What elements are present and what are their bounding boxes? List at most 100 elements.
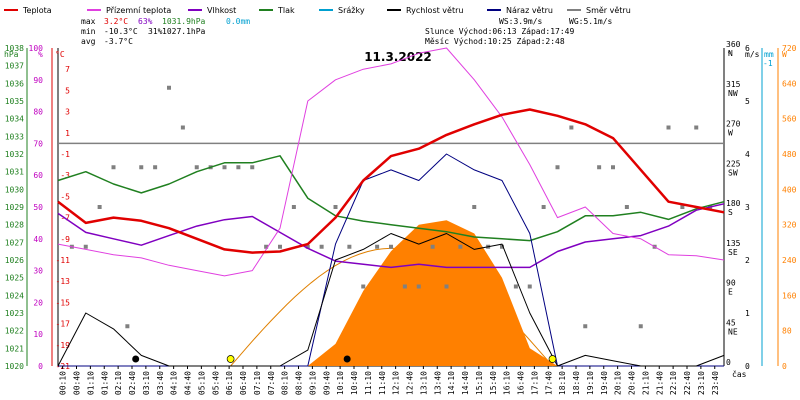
x-tick-label: 09:10 xyxy=(308,371,317,395)
temp-tick-label: -1 xyxy=(60,150,70,159)
pct-tick-label: 20 xyxy=(33,298,43,307)
x-tick-label: 08:40 xyxy=(295,371,304,395)
ms-tick-label: 1 xyxy=(745,309,750,318)
wind-direction-point xyxy=(513,284,518,289)
x-tick-label: 01:40 xyxy=(100,371,109,395)
pct-axis-title: % xyxy=(38,50,43,59)
legend: Teplota Přízemní teplota Vlhkost Tlak Srážky… xyxy=(4,6,631,15)
x-tick-label: 05:10 xyxy=(197,371,206,395)
hpa-tick-label: 1034 xyxy=(5,115,24,124)
ms-tick-label: 3 xyxy=(745,203,750,212)
x-tick-label: 14:40 xyxy=(461,371,470,395)
legend-label: Srážky xyxy=(338,6,365,15)
w-tick-label: 160 xyxy=(782,291,797,300)
temp-tick-label: -19 xyxy=(56,341,71,350)
stat-text: WS:3.9m/s xyxy=(499,17,543,26)
x-tick-label: 16:10 xyxy=(503,371,512,395)
w-axis-title: W xyxy=(782,50,787,59)
ground-temperature-line xyxy=(57,47,725,277)
pct-tick-label: 100 xyxy=(29,44,44,53)
x-tick-label: 07:10 xyxy=(253,371,262,395)
deg-tick-label: 270 xyxy=(726,120,741,129)
x-tick-label: 23:10 xyxy=(697,371,706,395)
pct-tick-label: 80 xyxy=(33,108,43,117)
x-tick-label: 02:40 xyxy=(128,371,137,395)
solar-radiation-area xyxy=(58,220,724,366)
legend-label: Teplota xyxy=(22,6,52,15)
deg-tick-label: 135 xyxy=(726,239,741,248)
w-tick-label: 560 xyxy=(782,115,797,124)
stat-text: max xyxy=(81,17,96,26)
wind-direction-point xyxy=(264,244,269,249)
w-tick-label: 720 xyxy=(782,44,797,53)
wind-direction-point xyxy=(569,125,574,130)
x-tick-label: 17:40 xyxy=(544,371,553,395)
mm-tick-label: -1 xyxy=(763,59,773,68)
pct-tick-label: 70 xyxy=(33,139,43,148)
hpa-tick-label: 1025 xyxy=(5,274,24,283)
ms-tick-label: 5 xyxy=(745,97,750,106)
ms-axis-title: m/s xyxy=(745,50,760,59)
hpa-tick-label: 1033 xyxy=(5,132,24,141)
wind-direction-point xyxy=(125,324,130,329)
x-tick-label: 03:10 xyxy=(142,371,151,395)
temp-tick-label: -15 xyxy=(56,298,71,307)
stat-text: 3.2°C xyxy=(104,17,128,26)
deg-axis-title: ° xyxy=(727,50,732,59)
temperature-line xyxy=(57,108,725,254)
wind-direction-point xyxy=(194,165,199,170)
stat-text: 31% xyxy=(148,27,163,36)
hpa-tick-label: 1026 xyxy=(5,256,24,265)
x-tick-label: 02:10 xyxy=(114,371,123,395)
legend-label: Rychlost větru xyxy=(406,6,463,15)
wind-direction-point xyxy=(416,284,421,289)
wind-direction-point xyxy=(444,284,449,289)
x-tick-label: 17:10 xyxy=(530,371,539,395)
direction-label: NW xyxy=(728,89,738,98)
moonset-marker xyxy=(132,355,140,363)
stat-text: 1027.1hPa xyxy=(162,27,206,36)
x-tick-label: 12:10 xyxy=(392,371,401,395)
x-tick-label: 06:40 xyxy=(239,371,248,395)
x-tick-label: 09:40 xyxy=(322,371,331,395)
hpa-tick-label: 1023 xyxy=(5,309,24,318)
hpa-tick-label: 1021 xyxy=(5,344,24,353)
legend-label: Náraz větru xyxy=(506,6,553,15)
stats-block: max 3.2°C 63% 1031.9hPa 0.0mm min -10.3°C 31% 10… xyxy=(81,17,613,46)
direction-label: E xyxy=(728,288,733,297)
series xyxy=(57,47,725,367)
hpa-tick-label: 1037 xyxy=(5,62,24,71)
temp-tick-label: 1 xyxy=(65,129,70,138)
x-axis: 00:10 00:40 01:10 01:40 02:10 02:40 03:10 03:40… xyxy=(59,366,747,395)
wind-direction-point xyxy=(153,165,158,170)
wind-direction-point xyxy=(694,125,699,130)
temp-tick-label: -11 xyxy=(56,256,71,265)
temp-tick-label: -9 xyxy=(60,235,70,244)
wind-direction-point xyxy=(527,284,532,289)
w-tick-label: 640 xyxy=(782,79,797,88)
ms-tick-label: 0 xyxy=(745,362,750,371)
stat-text: Měsíc Východ:10:25 Západ:2:48 xyxy=(425,37,565,46)
x-tick-label: 16:40 xyxy=(517,371,526,395)
wind-direction-point xyxy=(250,165,255,170)
ms-tick-label: 4 xyxy=(745,150,750,159)
x-tick-label: 22:10 xyxy=(669,371,678,395)
x-tick-label: 06:10 xyxy=(225,371,234,395)
wind-direction-point xyxy=(680,205,685,209)
pct-tick-label: 40 xyxy=(33,235,43,244)
stat-text: 1031.9hPa xyxy=(162,17,206,26)
wind-direction-point xyxy=(139,165,144,170)
w-tick-label: 80 xyxy=(782,327,792,336)
wind-direction-point xyxy=(389,244,393,249)
wind-direction-point xyxy=(555,165,560,170)
x-tick-label: 07:40 xyxy=(267,371,276,395)
hpa-tick-label: 1030 xyxy=(5,185,24,194)
temp-tick-label: -3 xyxy=(60,171,70,180)
x-tick-label: 15:10 xyxy=(475,371,484,395)
temp-tick-label: 7 xyxy=(65,65,70,74)
x-tick-label: 20:10 xyxy=(614,371,623,395)
w-tick-label: 240 xyxy=(782,256,797,265)
x-tick-label: 14:10 xyxy=(447,371,456,395)
direction-label: SW xyxy=(728,168,738,177)
